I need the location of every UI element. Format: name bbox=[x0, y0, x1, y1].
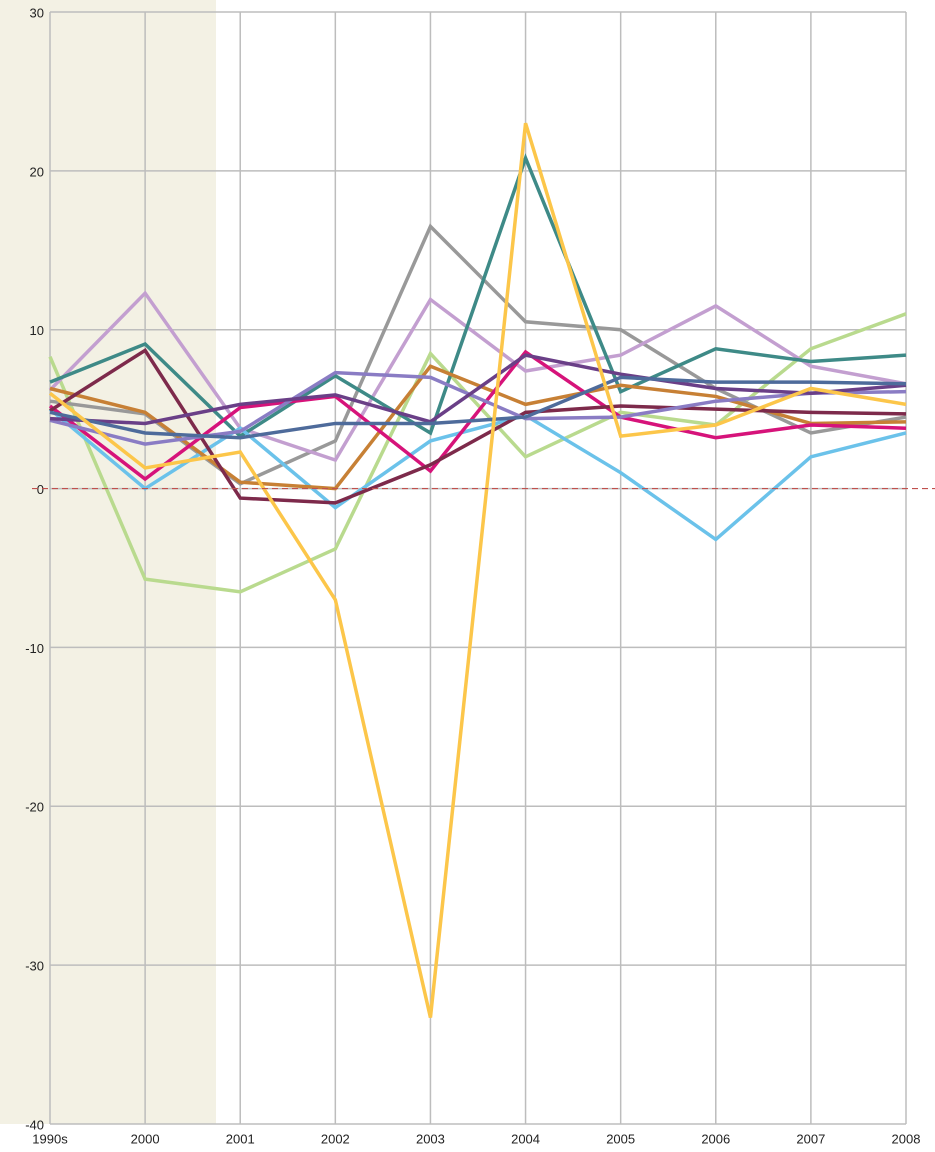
series-line bbox=[49, 370, 907, 446]
x-tick-label: 2003 bbox=[416, 1131, 445, 1146]
y-tick-label: -40 bbox=[25, 1117, 44, 1132]
x-tick-label: 2005 bbox=[606, 1131, 635, 1146]
x-tick-label: 2008 bbox=[892, 1131, 921, 1146]
shaded-region bbox=[0, 0, 216, 1124]
y-tick-label: 30 bbox=[30, 5, 44, 20]
x-tick-label: 1990s bbox=[32, 1131, 68, 1146]
y-tick-label: 10 bbox=[30, 323, 44, 338]
y-tick-label: -10 bbox=[25, 641, 44, 656]
series-line bbox=[49, 353, 907, 426]
x-tick-label: 2007 bbox=[796, 1131, 825, 1146]
y-tick-label: 20 bbox=[30, 164, 44, 179]
x-tick-label: 2002 bbox=[321, 1131, 350, 1146]
series-line bbox=[48, 122, 907, 1018]
series-line bbox=[49, 375, 907, 440]
y-tick-label: -30 bbox=[25, 959, 44, 974]
x-tick-label: 2006 bbox=[701, 1131, 730, 1146]
series-line bbox=[49, 153, 907, 439]
y-tick-label: -20 bbox=[25, 800, 44, 815]
series-line bbox=[48, 349, 907, 482]
x-tick-label: 2000 bbox=[131, 1131, 160, 1146]
series-line bbox=[49, 347, 907, 505]
series-line bbox=[48, 290, 907, 463]
y-tick-label: 0 bbox=[37, 482, 44, 497]
x-tick-label: 2001 bbox=[226, 1131, 255, 1146]
x-tick-label: 2004 bbox=[511, 1131, 540, 1146]
series-line bbox=[48, 312, 907, 594]
